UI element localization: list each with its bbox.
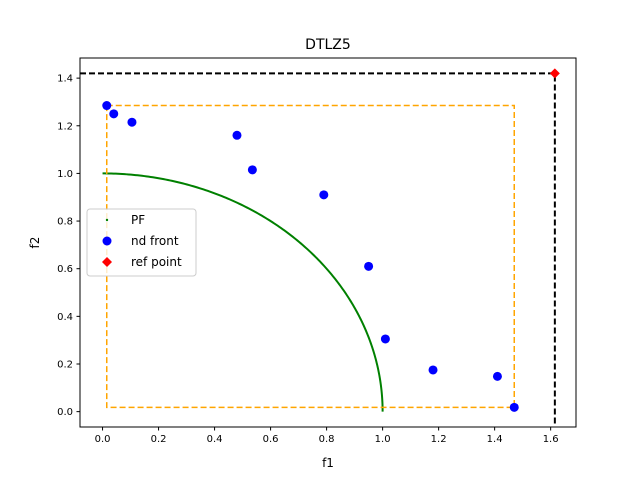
nd-front-point <box>247 165 257 175</box>
x-axis-label: f1 <box>322 456 334 470</box>
nd-front-point <box>109 109 119 119</box>
x-tick-label: 1.4 <box>487 434 503 445</box>
pf-curve <box>102 172 384 412</box>
nd-bounding-box <box>105 104 515 409</box>
x-tick-label: 1.2 <box>431 434 447 445</box>
legend: PF nd front ref point <box>86 208 197 277</box>
y-tick-label: 0.2 <box>57 359 73 370</box>
x-tick-label: 0.6 <box>263 434 279 445</box>
nd-front-point <box>364 261 374 271</box>
y-tick-label: 0.6 <box>57 264 73 275</box>
y-axis-label: f2 <box>28 237 42 249</box>
ref-point-marker <box>549 68 560 79</box>
y-tick-label: 1.0 <box>57 169 73 180</box>
nd-front-point <box>428 365 438 375</box>
nd-front-point <box>492 371 502 381</box>
y-tick-label: 1.4 <box>57 74 73 85</box>
x-tick-label: 1.0 <box>375 434 391 445</box>
x-tick-label: 0.0 <box>95 434 111 445</box>
chart-title: DTLZ5 <box>305 37 351 53</box>
nd-front-point <box>102 101 112 111</box>
nd-front-point <box>380 334 390 344</box>
nd-front-point <box>127 117 137 127</box>
nd-front-point <box>509 402 519 412</box>
nd-front-point <box>319 190 329 200</box>
ref-box <box>80 72 556 427</box>
x-tick-label: 0.4 <box>207 434 223 445</box>
x-tick-label: 0.2 <box>151 434 167 445</box>
legend-ref-swatch <box>102 257 112 267</box>
legend-pf-label: PF <box>131 213 145 227</box>
plot-frame <box>79 57 577 428</box>
y-tick-label: 1.2 <box>57 121 73 132</box>
nd-front-point <box>232 130 242 140</box>
y-tick-label: 0.8 <box>57 217 73 228</box>
x-tick-label: 0.8 <box>319 434 335 445</box>
legend-box <box>86 208 197 277</box>
x-tick-label: 1.6 <box>543 434 559 445</box>
legend-ref-label: ref point <box>131 255 182 269</box>
y-tick-label: 0.4 <box>57 312 73 323</box>
y-tick-label: 0.0 <box>57 407 73 418</box>
legend-nd-label: nd front <box>131 234 179 248</box>
legend-pf-swatch <box>105 218 109 222</box>
legend-nd-swatch <box>102 236 112 246</box>
